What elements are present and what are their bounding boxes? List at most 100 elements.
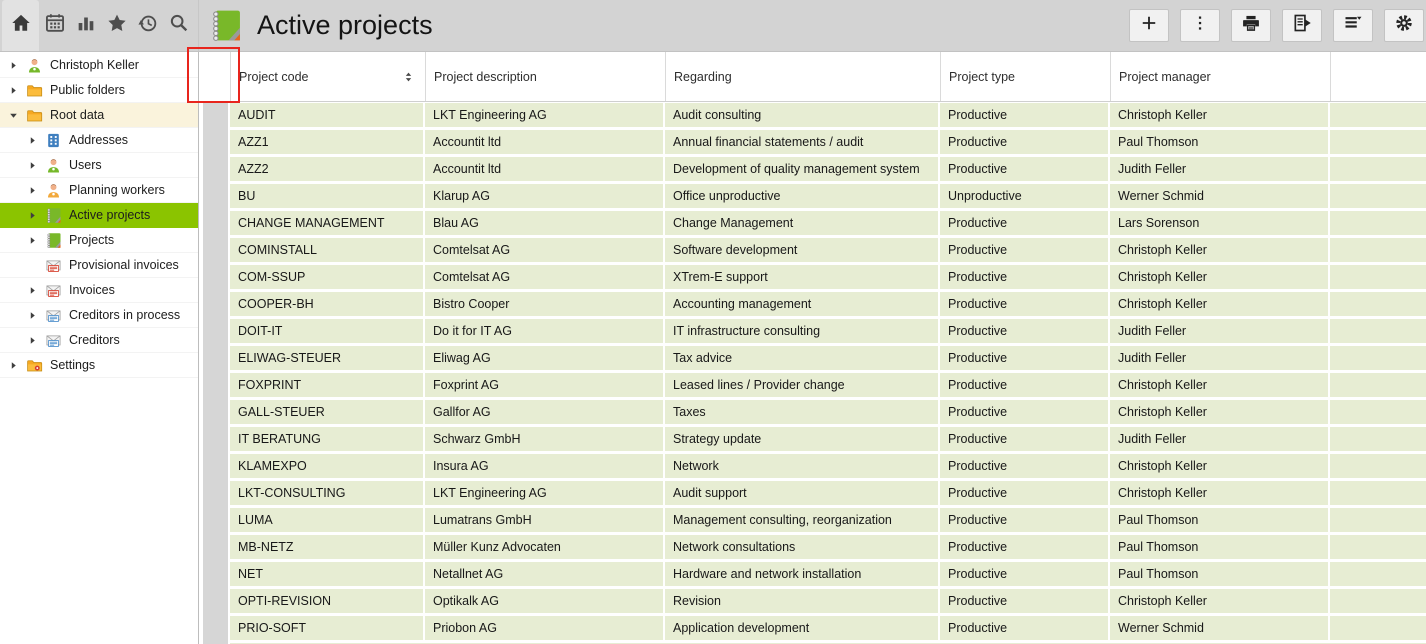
table-row[interactable]: PRIO-SOFT Priobon AG Application develop… [200, 616, 1426, 640]
row-selector-cell[interactable] [203, 400, 228, 424]
settings-button[interactable] [1384, 9, 1424, 42]
favorites-button[interactable] [101, 0, 132, 51]
table-row[interactable]: LUMA Lumatrans GmbH Management consultin… [200, 508, 1426, 532]
table-row[interactable]: GALL-STEUER Gallfor AG Taxes Productive … [200, 400, 1426, 424]
sidebar-item-creditors-in-process[interactable]: Creditors in process [0, 303, 198, 328]
select-all-corner-cell[interactable] [203, 52, 228, 101]
row-selector-cell[interactable] [203, 454, 228, 478]
sidebar-item-projects[interactable]: Projects [0, 228, 198, 253]
calendar-button[interactable] [39, 0, 70, 51]
history-button[interactable] [132, 0, 163, 51]
row-selector-cell[interactable] [203, 589, 228, 613]
sidebar-item-invoices[interactable]: Invoices [0, 278, 198, 303]
report-button[interactable] [1282, 9, 1322, 42]
row-selector-cell[interactable] [203, 562, 228, 586]
row-selector-cell[interactable] [203, 211, 228, 235]
sidebar-item-addresses[interactable]: Addresses [0, 128, 198, 153]
column-header-project-type[interactable]: Project type [940, 52, 1108, 101]
more-options-button[interactable] [1180, 9, 1220, 42]
column-header-project-description[interactable]: Project description [425, 52, 663, 101]
cell-empty [1330, 508, 1426, 532]
table-row[interactable]: IT BERATUNG Schwarz GmbH Strategy update… [200, 427, 1426, 451]
statistics-button[interactable] [70, 0, 101, 51]
search-icon [168, 12, 190, 39]
row-selector-cell[interactable] [203, 103, 228, 127]
sidebar-item-creditors[interactable]: Creditors [0, 328, 198, 353]
user-green-icon [45, 157, 62, 174]
table-row[interactable]: MB-NETZ Müller Kunz Advocaten Network co… [200, 535, 1426, 559]
cell-project-manager: Christoph Keller [1110, 589, 1328, 613]
sidebar-item-public-folders[interactable]: Public folders [0, 78, 198, 103]
row-selector-cell[interactable] [203, 292, 228, 316]
row-selector-cell[interactable] [203, 238, 228, 262]
expander-icon[interactable] [6, 358, 20, 372]
sidebar-item-christoph-keller[interactable]: Christoph Keller [0, 53, 198, 78]
search-button[interactable] [163, 0, 194, 51]
table-row[interactable]: COM-SSUP Comtelsat AG XTrem-E support Pr… [200, 265, 1426, 289]
cell-project-code: NET [230, 562, 423, 586]
row-selector-cell[interactable] [203, 616, 228, 640]
expander-icon[interactable] [25, 333, 39, 347]
cell-project-manager: Paul Thomson [1110, 130, 1328, 154]
table-row[interactable]: DOIT-IT Do it for IT AG IT infrastructur… [200, 319, 1426, 343]
cell-project-manager: Christoph Keller [1110, 265, 1328, 289]
expander-icon[interactable] [25, 233, 39, 247]
table-row[interactable]: KLAMEXPO Insura AG Network Productive Ch… [200, 454, 1426, 478]
expander-icon[interactable] [25, 308, 39, 322]
sidebar-item-provisional-invoices[interactable]: Provisional invoices [0, 253, 198, 278]
sidebar-item-active-projects[interactable]: Active projects [0, 203, 198, 228]
expander-icon[interactable] [25, 183, 39, 197]
expander-icon[interactable] [6, 108, 20, 122]
table-row[interactable]: BU Klarup AG Office unproductive Unprodu… [200, 184, 1426, 208]
home-button[interactable] [2, 0, 39, 51]
column-header-regarding[interactable]: Regarding [665, 52, 938, 101]
table-body: AUDIT LKT Engineering AG Audit consultin… [200, 102, 1426, 644]
row-selector-cell[interactable] [203, 319, 228, 343]
print-button[interactable] [1231, 9, 1271, 42]
row-selector-cell[interactable] [203, 346, 228, 370]
table-row[interactable]: ELIWAG-STEUER Eliwag AG Tax advice Produ… [200, 346, 1426, 370]
cell-project-description: Schwarz GmbH [425, 427, 663, 451]
table-row[interactable]: AZZ1 Accountit ltd Annual financial stat… [200, 130, 1426, 154]
expander-icon[interactable] [25, 208, 39, 222]
row-selector-cell[interactable] [203, 184, 228, 208]
expander-icon[interactable] [25, 283, 39, 297]
view-options-button[interactable] [1333, 9, 1373, 42]
cell-project-manager: Paul Thomson [1110, 535, 1328, 559]
expander-icon[interactable] [25, 133, 39, 147]
sidebar-item-root-data[interactable]: Root data [0, 103, 198, 128]
user-orange-icon [45, 182, 62, 199]
row-selector-cell[interactable] [203, 130, 228, 154]
row-selector-cell[interactable] [203, 157, 228, 181]
expander-icon[interactable] [6, 58, 20, 72]
row-selector-cell[interactable] [203, 373, 228, 397]
cell-project-type: Productive [940, 481, 1108, 505]
table-row[interactable]: NET Netallnet AG Hardware and network in… [200, 562, 1426, 586]
cell-regarding: Hardware and network installation [665, 562, 938, 586]
row-selector-cell[interactable] [203, 427, 228, 451]
row-selector-cell[interactable] [203, 481, 228, 505]
sort-icon[interactable] [402, 70, 415, 83]
column-header-project-manager[interactable]: Project manager [1110, 52, 1328, 101]
sidebar-item-users[interactable]: Users [0, 153, 198, 178]
expander-icon[interactable] [6, 83, 20, 97]
cell-project-code: COMINSTALL [230, 238, 423, 262]
table-row[interactable]: CHANGE MANAGEMENT Blau AG Change Managem… [200, 211, 1426, 235]
table-row[interactable]: LKT-CONSULTING LKT Engineering AG Audit … [200, 481, 1426, 505]
sidebar-item-settings[interactable]: Settings [0, 353, 198, 378]
table-row[interactable]: AUDIT LKT Engineering AG Audit consultin… [200, 103, 1426, 127]
table-row[interactable]: COOPER-BH Bistro Cooper Accounting manag… [200, 292, 1426, 316]
cell-project-code: COM-SSUP [230, 265, 423, 289]
sidebar-item-planning-workers[interactable]: Planning workers [0, 178, 198, 203]
row-selector-cell[interactable] [203, 508, 228, 532]
cell-project-code: ELIWAG-STEUER [230, 346, 423, 370]
table-row[interactable]: COMINSTALL Comtelsat AG Software develop… [200, 238, 1426, 262]
row-selector-cell[interactable] [203, 535, 228, 559]
table-row[interactable]: OPTI-REVISION Optikalk AG Revision Produ… [200, 589, 1426, 613]
table-row[interactable]: AZZ2 Accountit ltd Development of qualit… [200, 157, 1426, 181]
new-button[interactable] [1129, 9, 1169, 42]
table-row[interactable]: FOXPRINT Foxprint AG Leased lines / Prov… [200, 373, 1426, 397]
column-header-project-code[interactable]: Project code [230, 52, 423, 101]
row-selector-cell[interactable] [203, 265, 228, 289]
expander-icon[interactable] [25, 158, 39, 172]
